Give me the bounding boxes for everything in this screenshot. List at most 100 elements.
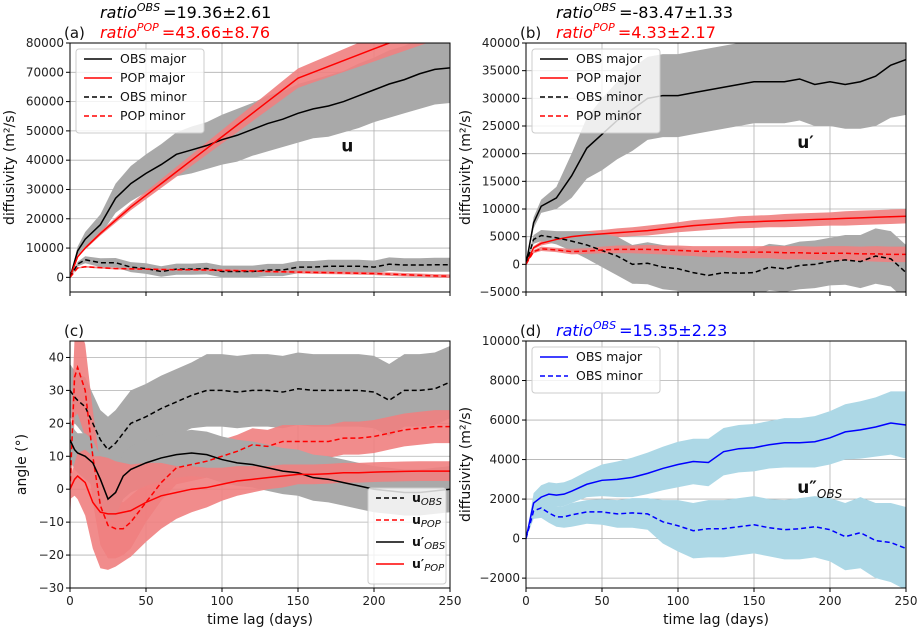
y-tick-label: 10 xyxy=(49,449,64,463)
x-tick-label: 0 xyxy=(66,594,74,608)
ratio-text: ratioOBS =19.36±2.61 xyxy=(100,1,271,22)
band-pop-major xyxy=(526,209,906,265)
panel-annotation: u″OBS xyxy=(797,478,842,501)
legend-label: POP major xyxy=(576,70,642,85)
x-tick-label: 250 xyxy=(895,594,918,608)
y-tick-label: 5000 xyxy=(489,230,520,244)
y-tick-label: −2000 xyxy=(479,571,520,585)
x-tick-label: 100 xyxy=(211,594,234,608)
panel-label: (a) xyxy=(64,24,85,42)
series-line-obs-minor xyxy=(526,234,906,277)
series-line-obs-major xyxy=(70,67,450,278)
y-tick-label: 0 xyxy=(56,482,64,496)
panel-c: 0 50 100 150 200 250 −30 −20 −10 0 10 20 30 40 angle (… xyxy=(14,322,461,627)
y-tick-label: 40000 xyxy=(482,36,520,50)
y-tick-label: 20000 xyxy=(482,147,520,161)
axes-frame xyxy=(525,340,907,589)
band-u-obs xyxy=(70,345,450,483)
y-tick-label: 30000 xyxy=(26,182,64,196)
ratio-text: ratioPOP =43.66±8.76 xyxy=(100,21,270,42)
band-obs-minor xyxy=(526,228,906,292)
y-tick-label: 25000 xyxy=(482,119,520,133)
y-tick-label: −10 xyxy=(39,515,64,529)
y-tick-label: 20000 xyxy=(26,212,64,226)
legend-label: OBS major xyxy=(576,51,643,66)
axes-frame xyxy=(69,340,451,589)
x-tick-label: 50 xyxy=(594,594,609,608)
series-line-pop-minor xyxy=(526,248,906,265)
y-tick-label: 50000 xyxy=(26,124,64,138)
x-tick-label: 0 xyxy=(522,594,530,608)
legend-label: OBS minor xyxy=(120,89,187,104)
series-line-u-pop xyxy=(70,364,450,530)
y-tick-label: 8000 xyxy=(489,374,520,388)
legend-label: uPOP xyxy=(412,512,442,530)
legend-frame xyxy=(75,48,205,134)
panel-b: −5000 0 5000 10000 15000 20000 25000 30000 35000… xyxy=(458,1,907,299)
band-obs-minor xyxy=(526,496,906,588)
band-pop-minor xyxy=(526,244,906,265)
legend-label: POP minor xyxy=(120,108,186,123)
legend-label: POP major xyxy=(120,70,186,85)
x-tick-label: 200 xyxy=(819,594,842,608)
series-line-obs-minor xyxy=(526,507,906,550)
y-tick-label: 30000 xyxy=(482,91,520,105)
panel-label: (c) xyxy=(64,322,84,340)
legend: OBS major OBS minor xyxy=(531,346,661,394)
legend: OBS major POP major OBS minor POP minor xyxy=(75,48,205,134)
x-tick-label: 100 xyxy=(667,594,690,608)
legend-label: uOBS xyxy=(412,490,443,508)
y-tick-label: −30 xyxy=(39,581,64,595)
x-tick-label: 200 xyxy=(363,594,386,608)
ratio-text: ratioOBS =15.35±2.23 xyxy=(556,319,727,340)
band-obs-major xyxy=(70,43,450,278)
band-obs-major xyxy=(526,391,906,539)
y-axis-label: diffusivity (m²/s) xyxy=(458,407,474,522)
y-tick-label: 0 xyxy=(512,532,520,546)
legend-frame xyxy=(367,487,447,585)
legend-label: OBS major xyxy=(576,349,643,364)
y-tick-label: 40000 xyxy=(26,153,64,167)
ratio-text: ratioPOP =4.33±2.17 xyxy=(556,21,716,42)
series-line-u-pop xyxy=(70,470,450,515)
panel-d: 0 50 100 150 200 250−200002000400060008000100… xyxy=(458,319,917,627)
y-tick-label: 10000 xyxy=(482,202,520,216)
legend: uOBS uPOP u′OBS u′POP xyxy=(367,487,447,585)
y-tick-label: 60000 xyxy=(26,95,64,109)
y-tick-label: 0 xyxy=(56,270,64,284)
legend-label: u′OBS xyxy=(412,534,446,552)
legend-label: OBS minor xyxy=(576,89,643,104)
ratio-text: ratioOBS =-83.47±1.33 xyxy=(556,1,733,22)
panel-annotation: u xyxy=(341,136,353,156)
y-tick-label: 15000 xyxy=(482,174,520,188)
y-tick-label: 40 xyxy=(49,350,64,364)
series-line-pop-minor xyxy=(70,266,450,278)
series-line-obs-major xyxy=(526,422,906,539)
y-axis-label: angle (°) xyxy=(14,434,30,495)
panel-annotation: u′ xyxy=(797,133,814,153)
x-tick-label: 50 xyxy=(138,594,153,608)
series-line-u-obs xyxy=(70,381,450,451)
series-line-pop-major xyxy=(526,215,906,265)
axes-frame xyxy=(525,42,907,293)
x-axis-label: time lag (days) xyxy=(663,612,769,627)
legend-label: OBS major xyxy=(120,51,187,66)
panel-label: (d) xyxy=(520,322,541,340)
y-tick-label: 10000 xyxy=(482,334,520,348)
plot-area xyxy=(70,341,450,570)
panel-a: 0 10000 20000 30000 40000 50000 60000 70000 8000… xyxy=(2,1,451,296)
y-tick-label: 80000 xyxy=(26,36,64,50)
legend-label: OBS minor xyxy=(576,368,643,383)
x-tick-label: 150 xyxy=(743,594,766,608)
y-tick-label: 30 xyxy=(49,383,64,397)
x-tick-label: 150 xyxy=(287,594,310,608)
plot-area xyxy=(70,43,450,278)
y-axis-label: diffusivity (m²/s) xyxy=(2,110,18,225)
legend-label: u′POP xyxy=(412,556,445,574)
y-tick-label: 20 xyxy=(49,416,64,430)
legend-frame xyxy=(531,346,661,394)
legend-label: POP minor xyxy=(576,108,642,123)
y-axis-label: diffusivity (m²/s) xyxy=(458,110,474,225)
axes-frame xyxy=(69,42,451,293)
legend-frame xyxy=(531,48,661,134)
